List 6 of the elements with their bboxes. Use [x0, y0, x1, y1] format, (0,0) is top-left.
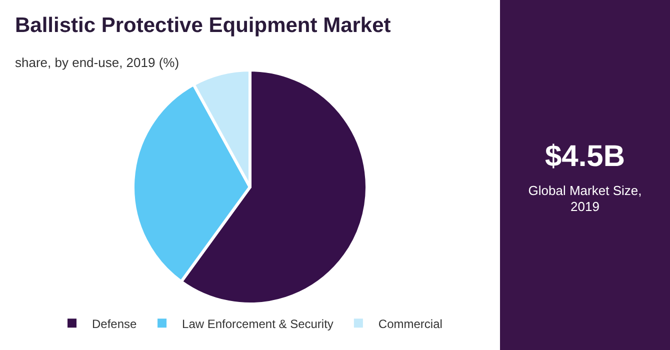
- chart-subtitle: share, by end-use, 2019 (%): [15, 55, 180, 70]
- side-panel: $4.5B Global Market Size, 2019: [500, 0, 670, 350]
- chart-title: Ballistic Protective Equipment Market: [15, 14, 391, 38]
- legend-label: Commercial: [378, 316, 442, 331]
- legend-label: Law Enforcement & Security: [182, 316, 334, 331]
- legend-label: Defense: [92, 316, 138, 331]
